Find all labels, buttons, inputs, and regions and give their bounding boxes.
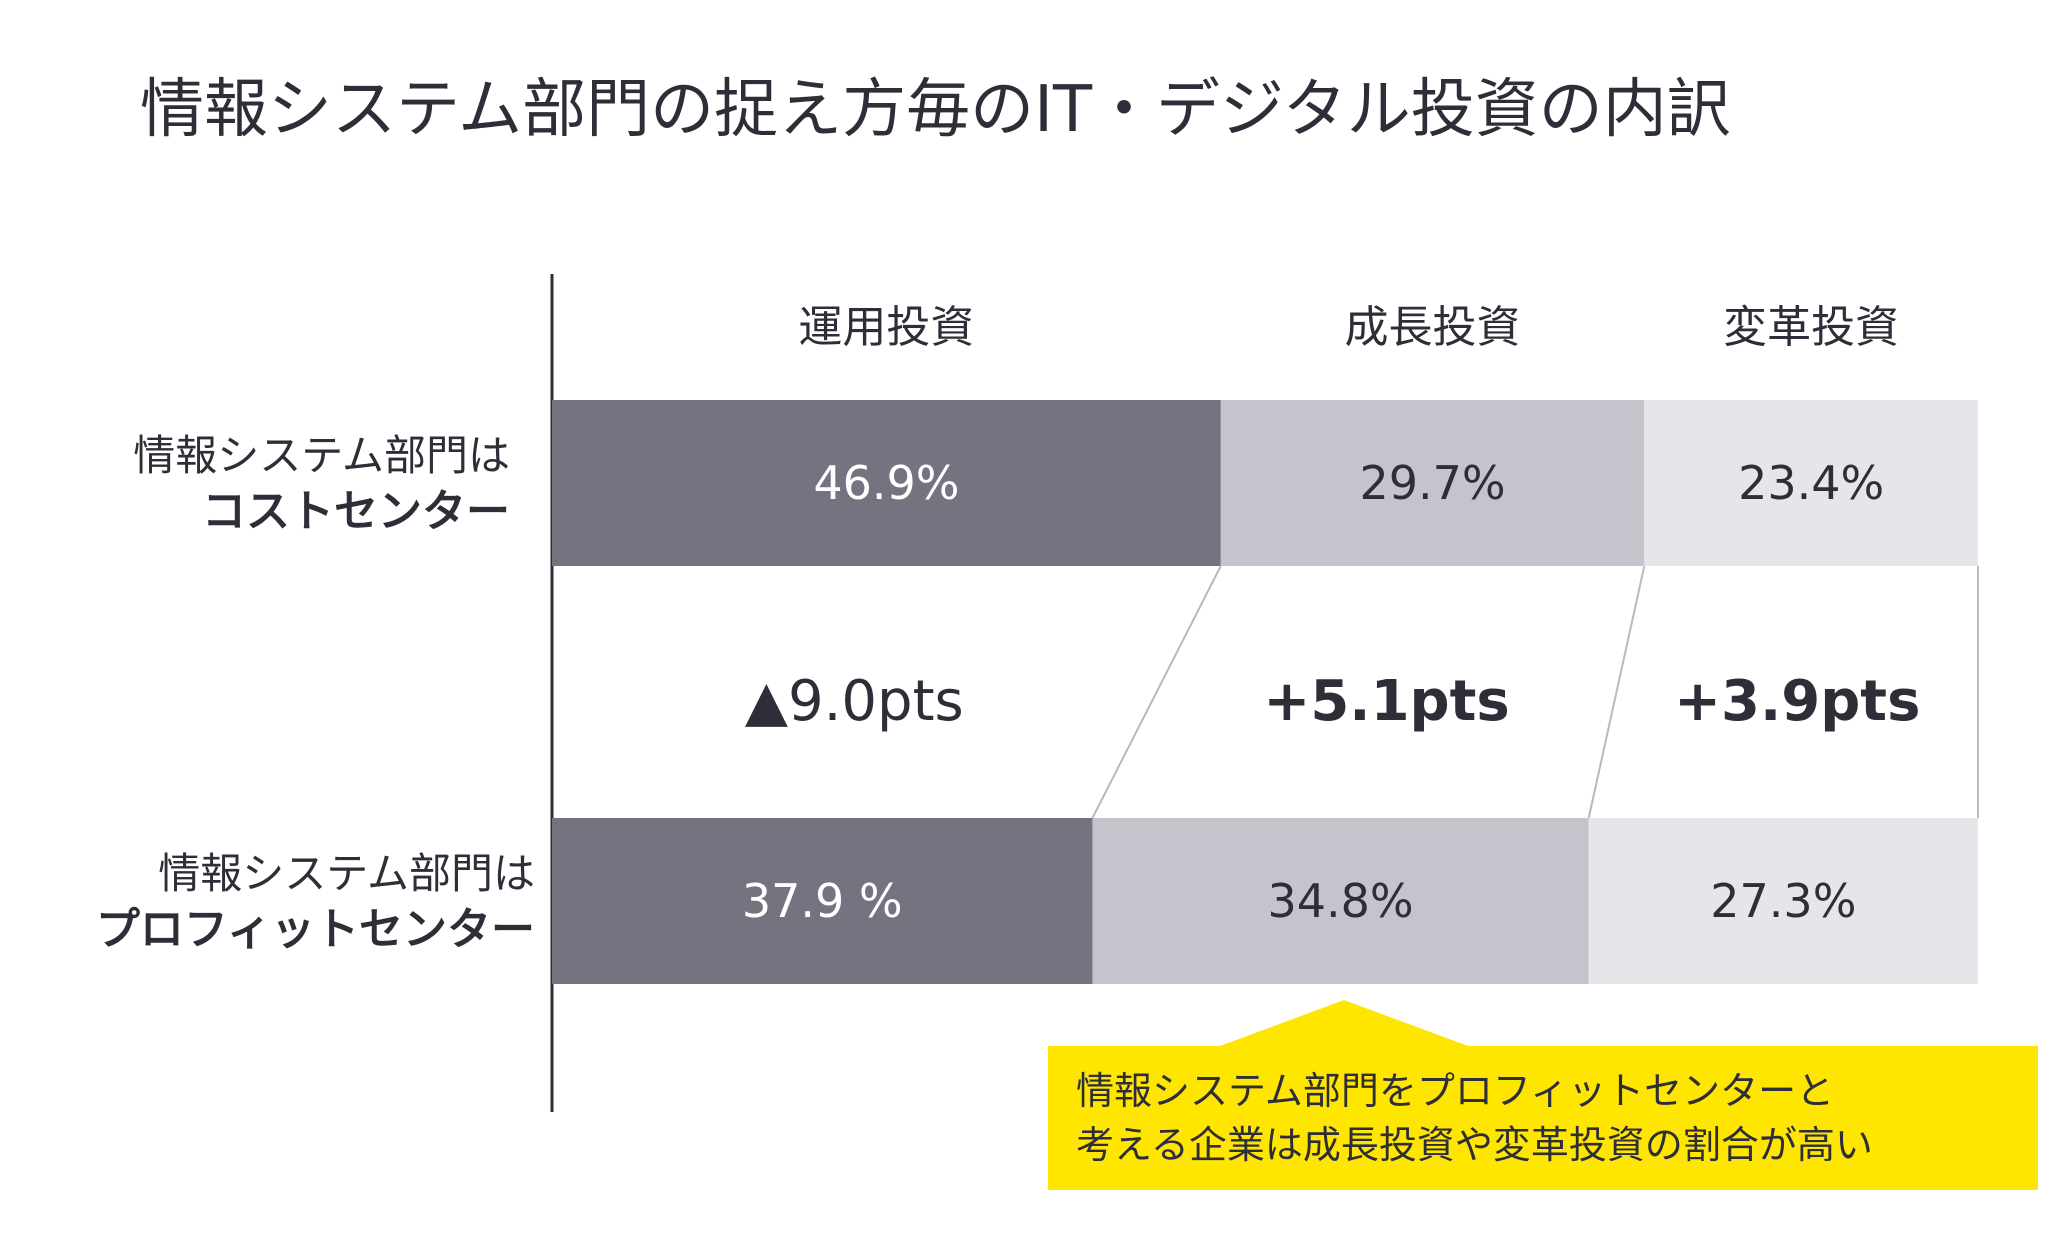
bar-cost-series-0 [552, 400, 1221, 566]
callout-box: 情報システム部門をプロフィットセンターと 考える企業は成長投資や変革投資の割合が… [1048, 1046, 2038, 1190]
difference-label: +3.9pts [1674, 669, 1920, 734]
difference-label: ▲9.0pts [745, 669, 964, 734]
bar-value-label: 27.3% [1710, 874, 1856, 928]
bar-value-label: 37.9 % [742, 874, 903, 928]
series-headers: 運用投資 成長投資 変革投資 [798, 302, 1899, 353]
bar-profit-series-2 [1588, 818, 1978, 984]
row-label-line1: 情報システム部門は [158, 849, 535, 898]
callout-line1: 情報システム部門をプロフィットセンターと [1076, 1069, 1835, 1113]
connector-lines [1091, 565, 1979, 819]
connector-line [1587, 565, 1646, 819]
bar-value-label: 34.8% [1268, 874, 1414, 928]
bar-value-label: 46.9% [813, 456, 959, 510]
bar-profit-series-0 [552, 818, 1093, 984]
bar-cost-series-2 [1644, 400, 1978, 566]
connector-line [1091, 565, 1222, 819]
bar-value-label: 23.4% [1738, 456, 1884, 510]
chart-title: 情報システム部門の捉え方毎のIT・デジタル投資の内訳 [140, 73, 1731, 147]
row-label-cost-center: 情報システム部門は コストセンター [20, 428, 510, 540]
row-label-line2: プロフィットセンター [95, 904, 535, 955]
callout-line2: 考える企業は成長投資や変革投資の割合が高い [1076, 1123, 1873, 1167]
difference-labels: ▲9.0pts +5.1pts +3.9pts [745, 669, 1921, 734]
callout-arrow [1220, 1000, 1468, 1046]
row-label-line1: 情報システム部門は [133, 431, 510, 480]
series-header: 変革投資 [1723, 302, 1899, 353]
bar-profit-series-1 [1092, 818, 1589, 984]
bar-cost-series-1 [1220, 400, 1645, 566]
difference-label: +5.1pts [1263, 669, 1509, 734]
series-header: 運用投資 [798, 302, 974, 353]
row-label-profit-center: 情報システム部門は プロフィットセンター [10, 846, 535, 958]
series-header: 成長投資 [1345, 302, 1521, 353]
bar-value-label: 29.7% [1359, 456, 1505, 510]
bar-labels: 46.9% 29.7% 23.4% 37.9 % 34.8% 27.3% [742, 456, 1884, 928]
row-label-line2: コストセンター [202, 486, 510, 537]
bars [552, 400, 1978, 984]
